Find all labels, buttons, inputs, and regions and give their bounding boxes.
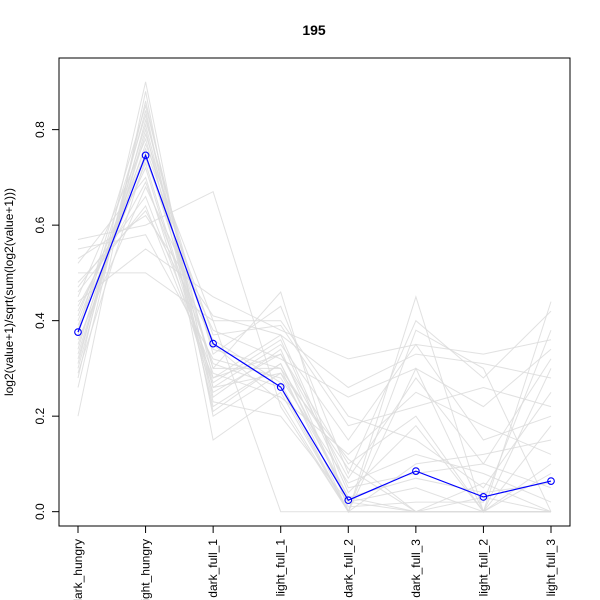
- background-line: [77, 214, 552, 389]
- background-line: [77, 185, 552, 408]
- y-tick-label: 0.2: [33, 408, 47, 425]
- y-tick-label: 0.0: [33, 503, 47, 520]
- series-point: [479, 493, 488, 501]
- x-tick-label: light_full_1: [274, 539, 288, 597]
- series-point: [412, 467, 420, 475]
- x-tick-label: light_hungry: [139, 539, 153, 600]
- background-line: [77, 190, 551, 513]
- background-line: [77, 113, 551, 513]
- x-tick-label: light_full_3: [544, 539, 558, 597]
- background-line: [77, 127, 552, 513]
- background-lines: [77, 81, 552, 514]
- x-tick-label: dark_full_3: [409, 539, 423, 598]
- background-line: [77, 180, 552, 513]
- x-tick-label: dark_hungry: [71, 539, 85, 600]
- x-tick-label: light_full_2: [476, 539, 490, 597]
- background-line: [77, 152, 552, 514]
- plot-frame: [58, 57, 571, 527]
- background-line: [77, 195, 552, 456]
- series-point: [344, 496, 353, 505]
- background-line: [77, 110, 552, 498]
- x-axis: dark_hungry light_hungry dark_full_1 light_…: [71, 526, 558, 600]
- background-line: [77, 147, 552, 427]
- x-tick-label: dark_full_2: [341, 539, 355, 598]
- series-point: [141, 151, 150, 160]
- background-line: [78, 272, 552, 489]
- y-axis: 0.0 0.2 0.4 0.6 0.8: [33, 121, 59, 520]
- background-line: [77, 248, 552, 360]
- x-tick-label: dark_full_1: [206, 539, 220, 598]
- highlight-series: [74, 151, 555, 505]
- y-axis-label: log2(value+1)/sqrt(sum(log2(value+1))): [2, 188, 16, 396]
- y-tick-label: 0.4: [33, 312, 47, 329]
- background-line: [77, 166, 552, 441]
- series-point: [547, 477, 555, 485]
- series-point: [276, 383, 285, 391]
- series-line: [77, 153, 552, 501]
- y-tick-label: 0.8: [33, 121, 47, 138]
- series-point: [209, 339, 217, 348]
- background-line: [77, 100, 552, 508]
- y-tick-label: 0.6: [33, 216, 47, 233]
- chart-title: 195: [302, 22, 326, 38]
- background-line: [77, 205, 552, 480]
- background-line: [77, 123, 552, 513]
- series-point: [74, 328, 82, 336]
